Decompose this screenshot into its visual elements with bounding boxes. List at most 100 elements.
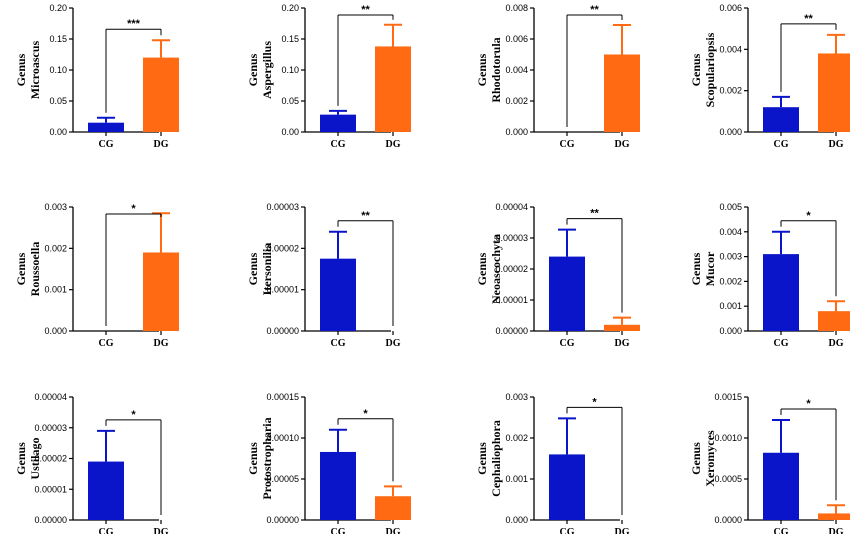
x-tick-label: DG [386,338,401,349]
bar-cg [763,254,799,331]
y-tick-label: 0.008 [505,3,528,13]
y-tick-label: 0.00010 [266,433,299,443]
chart-panel-neoascochyta: 0.00000 0.00001 0.00002 0.00003 0.00004 CG DG *… [475,202,640,349]
y-axis-label: GenusAspergillus [246,41,274,99]
y-tick-label: 0.00003 [495,233,528,243]
y-axis-label-line2: Cephaliophora [489,420,503,497]
y-tick-label: 0.00002 [495,264,528,274]
bar-dg [818,311,850,331]
y-tick-label: 0.05 [281,96,299,106]
y-tick-label: 0.00004 [495,202,528,212]
y-tick-label: 0.002 [44,243,67,253]
y-tick-label: 0.00000 [266,326,299,336]
x-tick-label: CG [331,527,346,534]
significance-label: ** [590,4,599,16]
y-axis-label: GenusRoussoella [14,242,42,297]
y-axis-label: GenusItersonilia [246,243,274,296]
y-axis-label-line2: Xeromyces [703,430,717,487]
y-axis-label: GenusScopulariopsis [689,32,717,107]
y-axis-label-line1: Genus [14,252,28,285]
y-axis-label-line2: Aspergillus [260,41,274,99]
significance-label: ** [361,210,370,222]
x-tick-label: CG [774,139,789,150]
y-axis-label-line2: Mucor [703,251,717,286]
y-tick-label: 0.000 [719,127,742,137]
y-tick-label: 0.05 [49,96,67,106]
bar-dg [375,496,411,520]
y-tick-label: 0.001 [505,474,528,484]
y-tick-label: 0.002 [505,433,528,443]
y-tick-label: 0.15 [281,34,299,44]
significance-label: ** [590,208,599,220]
y-tick-label: 0.00001 [266,285,299,295]
x-tick-label: CG [331,139,346,150]
bar-dg [818,53,850,132]
y-axis-label-line2: Protostropharia [260,417,274,499]
y-tick-label: 0.10 [281,65,299,75]
y-tick-label: 0.0000 [714,515,742,525]
y-axis-label-line2: Neoascochyta [489,234,503,304]
y-tick-label: 0.0005 [714,474,742,484]
y-tick-label: 0.20 [281,3,299,13]
y-tick-label: 0.000 [505,127,528,137]
y-tick-label: 0.004 [719,227,742,237]
y-tick-label: 0.00003 [266,202,299,212]
y-tick-label: 0.00003 [34,423,67,433]
y-tick-label: 0.002 [505,96,528,106]
significance-label: ** [804,13,813,25]
x-tick-label: DG [154,338,169,349]
chart-panel-mucor: 0.000 0.001 0.002 0.003 0.004 0.005 CG DG * Genus… [689,202,850,349]
y-tick-label: 0.003 [44,202,67,212]
x-tick-label: CG [331,338,346,349]
bar-dg [604,54,640,132]
y-axis-label-line1: Genus [689,53,703,86]
y-axis-label-line1: Genus [475,252,489,285]
y-axis-label-line1: Genus [246,252,260,285]
significance-label: * [592,396,597,408]
bar-cg [549,454,585,520]
significance-label: * [363,408,368,420]
y-tick-label: 0.006 [719,3,742,13]
x-tick-label: CG [774,527,789,534]
x-tick-label: DG [829,139,844,150]
y-tick-label: 0.001 [44,285,67,295]
x-tick-label: CG [99,527,114,534]
x-tick-label: DG [829,527,844,534]
chart-panel-itersonilia: 0.00000 0.00001 0.00002 0.00003 CG DG ** GenusI… [246,202,401,349]
y-tick-label: 0.004 [505,65,528,75]
y-tick-label: 0.00001 [495,295,528,305]
y-tick-label: 0.10 [49,65,67,75]
significance-label: * [806,398,811,410]
x-tick-label: DG [829,338,844,349]
y-tick-label: 0.001 [719,301,742,311]
significance-label: * [131,409,136,421]
y-tick-label: 0.005 [719,202,742,212]
x-tick-label: CG [99,338,114,349]
y-tick-label: 0.00000 [495,326,528,336]
y-axis-label-line1: Genus [246,53,260,86]
chart-panel-roussoella: 0.000 0.001 0.002 0.003 CG DG * GenusRoussoella [14,202,179,349]
y-axis-label-line1: Genus [246,442,260,475]
y-tick-label: 0.0010 [714,433,742,443]
bar-cg [320,451,356,520]
y-tick-label: 0.00000 [34,515,67,525]
x-tick-label: DG [615,139,630,150]
y-tick-label: 0.0015 [714,392,742,402]
y-axis-label-line1: Genus [689,442,703,475]
significance-label: * [806,210,811,222]
y-axis-label-line1: Genus [14,442,28,475]
x-tick-label: CG [99,139,114,150]
significance-label: *** [127,18,141,30]
x-tick-label: CG [560,527,575,534]
y-tick-label: 0.002 [719,86,742,96]
y-tick-label: 0.004 [719,44,742,54]
y-axis-label-line2: Scopulariopsis [703,32,717,107]
bar-cg [763,452,799,520]
bar-dg [375,46,411,132]
y-tick-label: 0.006 [505,34,528,44]
bar-dg [143,57,179,132]
y-axis-label-line1: Genus [14,53,28,86]
bar-cg [88,461,124,520]
chart-panel-xeromyces: 0.0000 0.0005 0.0010 0.0015 CG DG * GenusXeromy… [689,392,850,534]
